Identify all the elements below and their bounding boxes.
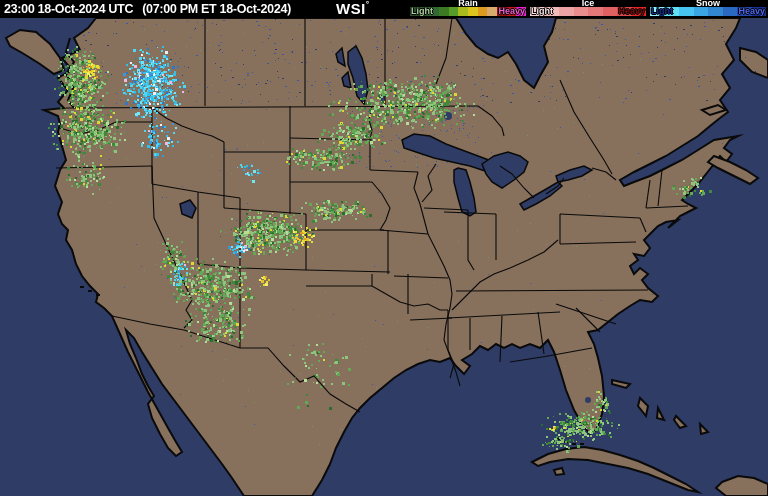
trademark-mark-icon: ° <box>365 0 370 9</box>
legend-cell-ice-5 <box>602 7 617 16</box>
wsi-logo-text: WSI <box>336 1 366 18</box>
legend-cell-snow-2 <box>679 7 694 16</box>
legend-cell-rain-3 <box>439 7 449 16</box>
legend-cell-snow-7 <box>751 7 766 16</box>
legend-cell-ice-1 <box>544 7 559 16</box>
legend-bar-rain <box>409 6 527 17</box>
timestamp-local: (07:00 PM ET 18-Oct-2024) <box>142 2 291 16</box>
legend-cell-snow-1 <box>664 7 679 16</box>
legend-bar-ice <box>529 6 647 17</box>
legend-title-snow: Snow <box>696 0 720 8</box>
legend-group-rain: Rain Light Heavy <box>409 0 527 18</box>
legend-cell-rain-5 <box>458 7 469 16</box>
legend-cell-ice-2 <box>559 7 574 16</box>
legend-cell-ice-3 <box>573 7 588 16</box>
legend-cell-rain-11 <box>516 7 527 16</box>
legend-title-rain: Rain <box>458 0 478 8</box>
wsi-logo: WSI° <box>336 0 370 18</box>
legend-title-ice: Ice <box>581 0 595 8</box>
legend-cell-rain-1 <box>419 7 430 16</box>
legend-cell-snow-0 <box>650 7 665 16</box>
legend-group-ice: Ice Light Heavy <box>529 0 647 18</box>
legend-cell-rain-2 <box>429 7 440 16</box>
legend-bar-snow <box>649 6 767 17</box>
legend-heavy-label-rain: Heavy <box>498 6 525 16</box>
legend-cell-rain-6 <box>468 7 478 16</box>
timestamp-utc: 23:00 18-Oct-2024 UTC <box>4 2 134 16</box>
legend-cell-rain-8 <box>487 7 498 16</box>
legend-cell-rain-4 <box>448 7 459 16</box>
legend-cell-rain-9 <box>497 7 507 16</box>
legend-cell-ice-4 <box>588 7 603 16</box>
legend-light-label-snow: Light <box>651 6 673 16</box>
legend-heavy-label-snow: Heavy <box>738 6 765 16</box>
legend-cell-rain-0 <box>410 7 420 16</box>
radar-map <box>0 18 768 496</box>
legend-heavy-label-ice: Heavy <box>618 6 645 16</box>
legend-group-snow: Snow Light Heavy <box>649 0 767 18</box>
legend-cell-snow-3 <box>693 7 708 16</box>
legend-cell-ice-7 <box>631 7 646 16</box>
legend-cell-rain-10 <box>506 7 517 16</box>
legend-cell-rain-7 <box>477 7 488 16</box>
legend-cell-snow-6 <box>737 7 752 16</box>
timestamp: 23:00 18-Oct-2024 UTC (07:00 PM ET 18-Oct… <box>4 2 291 16</box>
legend-light-label-ice: Light <box>531 6 553 16</box>
legend-cell-snow-5 <box>722 7 737 16</box>
header-bar: 23:00 18-Oct-2024 UTC (07:00 PM ET 18-Oct… <box>0 0 768 18</box>
legend-cell-ice-0 <box>530 7 545 16</box>
legend-light-label-rain: Light <box>411 6 433 16</box>
precip-legend: Rain Light Heavy Ice Light Heavy Snow Light Heav… <box>407 0 767 18</box>
legend-cell-snow-4 <box>708 7 723 16</box>
legend-cell-ice-6 <box>617 7 632 16</box>
